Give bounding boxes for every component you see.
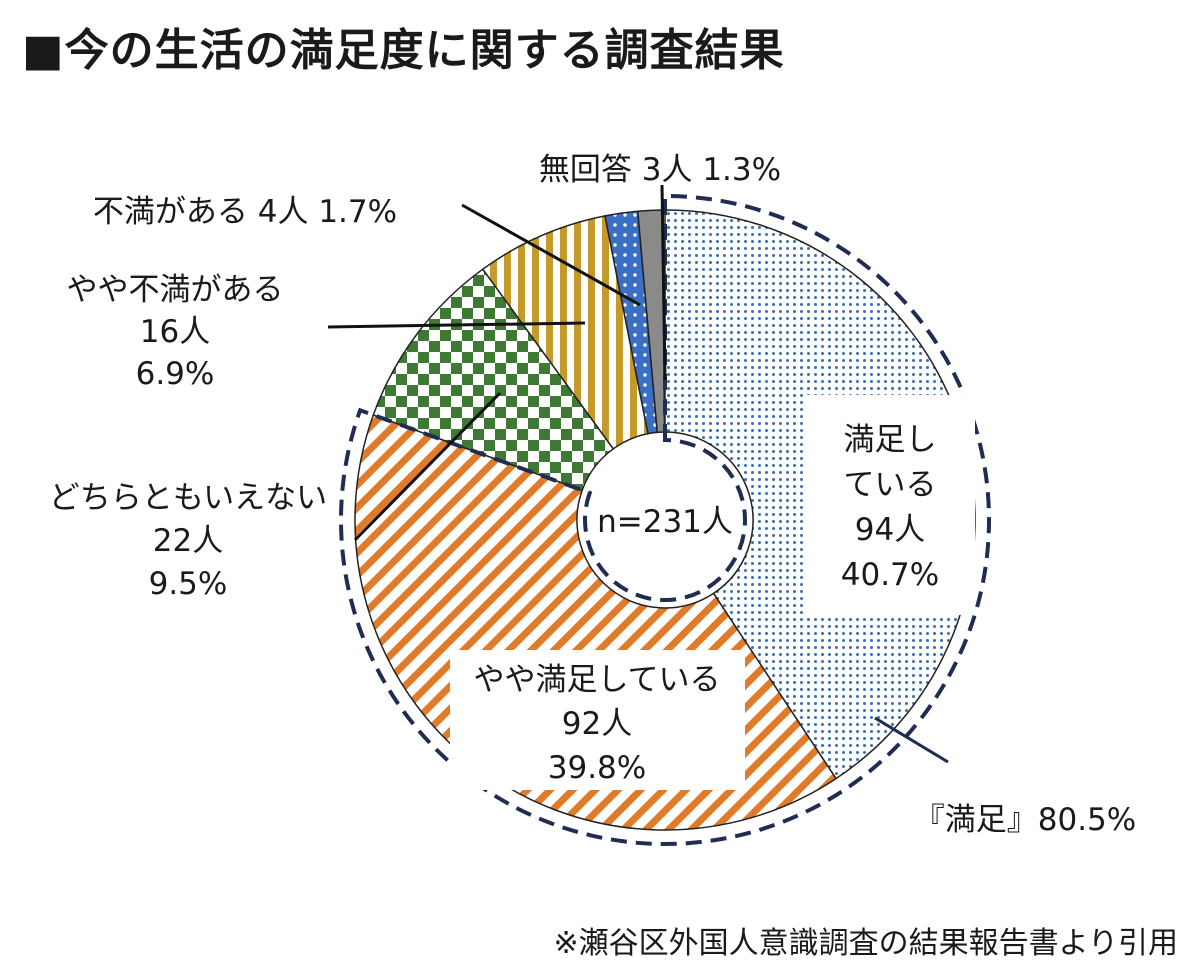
label-somewhat-dissatisfied: やや不満がある 16人 6.9%: [67, 272, 284, 392]
overlay: 満足している 94人 40.7% やや満足している 92人 39.8% どちらともいえない 2…: [49, 152, 1136, 846]
label-somewhat-satisfied: やや満足している 92人 39.8%: [473, 662, 720, 786]
label-dissatisfied: 不満がある 4人 1.7%: [93, 194, 397, 230]
label-satisfied: 満足している 94人 40.7%: [841, 422, 939, 593]
chart-title: ■今の生活の満足度に関する調査結果: [22, 25, 785, 76]
leader-line-1: [461, 203, 641, 307]
label-box-somewhat-satisfied: [450, 650, 745, 790]
source-note: ※瀬谷区外国人意識調査の結果報告書より引用: [553, 926, 1178, 961]
leader-line-2: [327, 321, 586, 329]
label-box-satisfied: [805, 395, 975, 615]
label-no-answer: 無回答 3人 1.3%: [539, 152, 781, 188]
leader-line-3: [353, 391, 502, 542]
label-neutral: どちらともいえない 22人 9.5%: [49, 480, 327, 602]
group-label: 『満足』80.5%: [914, 802, 1136, 838]
center-label: n=231人: [597, 504, 733, 540]
slice-3: [481, 214, 649, 450]
leader-line-0: [660, 184, 667, 381]
group-leader-line: [874, 716, 949, 764]
